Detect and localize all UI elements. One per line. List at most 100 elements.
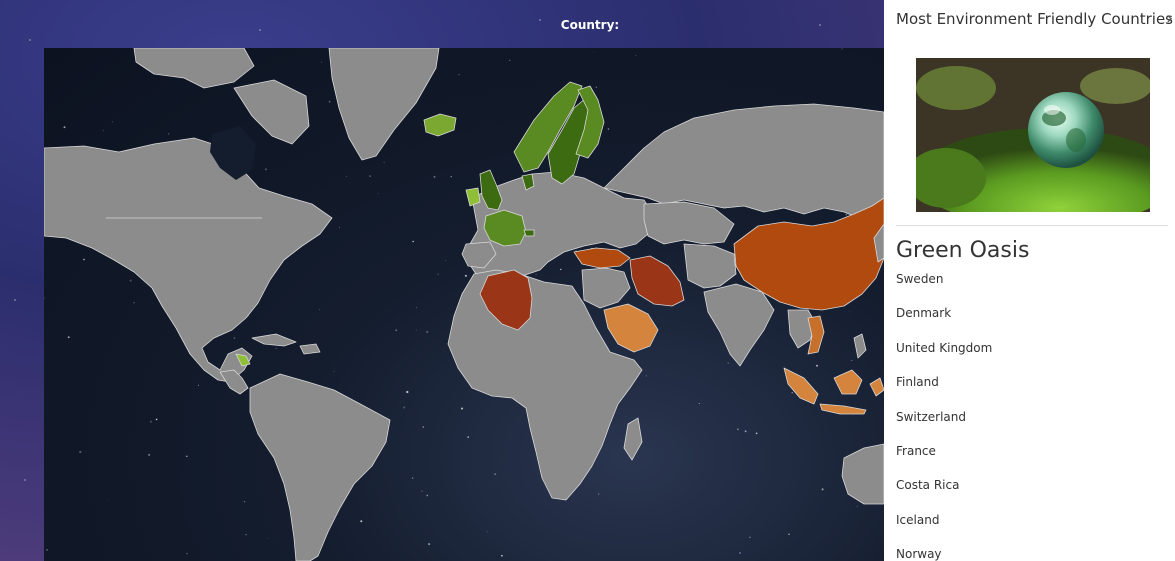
region-india[interactable] — [703, 283, 775, 367]
region-central-asia[interactable] — [683, 243, 737, 289]
map-star — [383, 161, 385, 164]
map-star — [185, 455, 188, 458]
region-central-america[interactable] — [219, 369, 249, 395]
map-star — [788, 533, 790, 535]
region-indonesia[interactable] — [783, 367, 884, 415]
region-iran[interactable] — [629, 255, 685, 307]
map-star — [267, 538, 269, 540]
map-star — [412, 240, 414, 243]
map-star — [593, 51, 595, 53]
region-turkey[interactable] — [573, 247, 631, 269]
list-item[interactable]: Costa Rica — [896, 478, 960, 493]
region-madagascar[interactable] — [623, 417, 643, 461]
list-item[interactable]: United Kingdom — [896, 340, 993, 355]
map-star — [727, 362, 729, 364]
region-china[interactable] — [733, 197, 884, 311]
region-ireland[interactable] — [465, 187, 481, 207]
list-item[interactable]: Iceland — [896, 512, 940, 527]
list-item[interactable]: France — [896, 443, 936, 458]
environment-image — [916, 58, 1150, 212]
world-map[interactable] — [44, 48, 884, 561]
map-star — [560, 268, 562, 271]
map-star — [411, 477, 414, 479]
map-star — [243, 500, 246, 503]
map-star — [415, 307, 417, 309]
region-costa-rica[interactable] — [235, 353, 251, 367]
map-star — [749, 536, 751, 538]
map-star — [737, 428, 739, 431]
map-star — [67, 336, 70, 339]
region-switzerland[interactable] — [523, 229, 535, 237]
region-finland[interactable] — [575, 85, 605, 159]
list-item[interactable]: Sweden — [896, 272, 944, 286]
region-kazakhstan[interactable] — [643, 201, 735, 245]
info-sidebar: Most Environment Friendly Countries › — [884, 0, 1175, 561]
collapse-sidebar-icon[interactable]: › — [1166, 8, 1174, 29]
map-star — [458, 74, 460, 76]
section-title: Green Oasis — [896, 238, 1030, 263]
region-iberia[interactable] — [461, 241, 497, 269]
list-item[interactable]: Denmark — [896, 306, 952, 321]
map-star — [426, 330, 429, 334]
map-star — [501, 554, 503, 557]
country-list: Sweden Denmark United Kingdom Finland Sw… — [896, 272, 992, 561]
map-star — [791, 392, 793, 394]
list-item[interactable]: Norway — [896, 547, 942, 561]
map-star — [422, 426, 424, 428]
map-star — [102, 130, 104, 132]
map-star — [233, 337, 236, 339]
map-star — [415, 329, 417, 331]
map-star — [186, 552, 188, 555]
map-star — [168, 133, 170, 135]
map-star — [635, 55, 637, 56]
region-uk[interactable] — [479, 169, 503, 211]
map-star — [149, 420, 152, 423]
world-map-svg[interactable] — [44, 48, 884, 561]
map-star — [698, 403, 700, 404]
region-south-america[interactable] — [249, 373, 391, 561]
list-item[interactable]: Switzerland — [896, 409, 966, 424]
region-saudi-arabia[interactable] — [603, 303, 659, 353]
map-star — [421, 490, 423, 492]
map-star — [645, 375, 647, 377]
map-star — [112, 121, 114, 123]
region-baffin-island[interactable] — [233, 79, 310, 145]
map-star — [83, 258, 85, 261]
region-africa[interactable] — [447, 269, 643, 501]
region-cuba[interactable] — [251, 333, 297, 347]
map-star — [845, 214, 847, 216]
region-denmark[interactable] — [521, 173, 535, 191]
map-star — [197, 384, 200, 386]
region-norway[interactable] — [513, 81, 583, 173]
map-star — [339, 227, 340, 228]
map-star — [841, 48, 843, 50]
region-vietnam[interactable] — [807, 315, 825, 355]
region-iceland[interactable] — [423, 113, 457, 137]
list-item[interactable]: Finland — [896, 375, 939, 390]
region-australia[interactable] — [841, 443, 884, 505]
map-star — [147, 453, 151, 457]
map-star — [744, 430, 747, 433]
region-france[interactable] — [483, 209, 527, 247]
map-star — [406, 390, 409, 394]
region-philippines[interactable] — [853, 333, 867, 359]
sidebar-header: Most Environment Friendly Countries — [896, 10, 1173, 28]
map-star — [607, 128, 610, 130]
region-middle-east[interactable] — [581, 267, 631, 309]
region-greenland[interactable] — [328, 48, 440, 161]
region-north-america[interactable] — [44, 137, 333, 383]
map-star — [290, 559, 292, 561]
map-star — [395, 329, 398, 332]
map-star — [155, 418, 158, 421]
country-label: Country: — [560, 18, 620, 32]
map-star — [535, 273, 537, 275]
region-arctic-islands[interactable] — [133, 48, 255, 89]
region-algeria[interactable] — [479, 269, 533, 331]
region-hispaniola[interactable] — [299, 343, 321, 355]
map-star — [450, 175, 452, 178]
map-star — [851, 359, 853, 362]
region-japan[interactable] — [873, 223, 884, 263]
map-star — [360, 520, 363, 523]
map-star — [433, 175, 436, 178]
map-star — [598, 493, 600, 495]
